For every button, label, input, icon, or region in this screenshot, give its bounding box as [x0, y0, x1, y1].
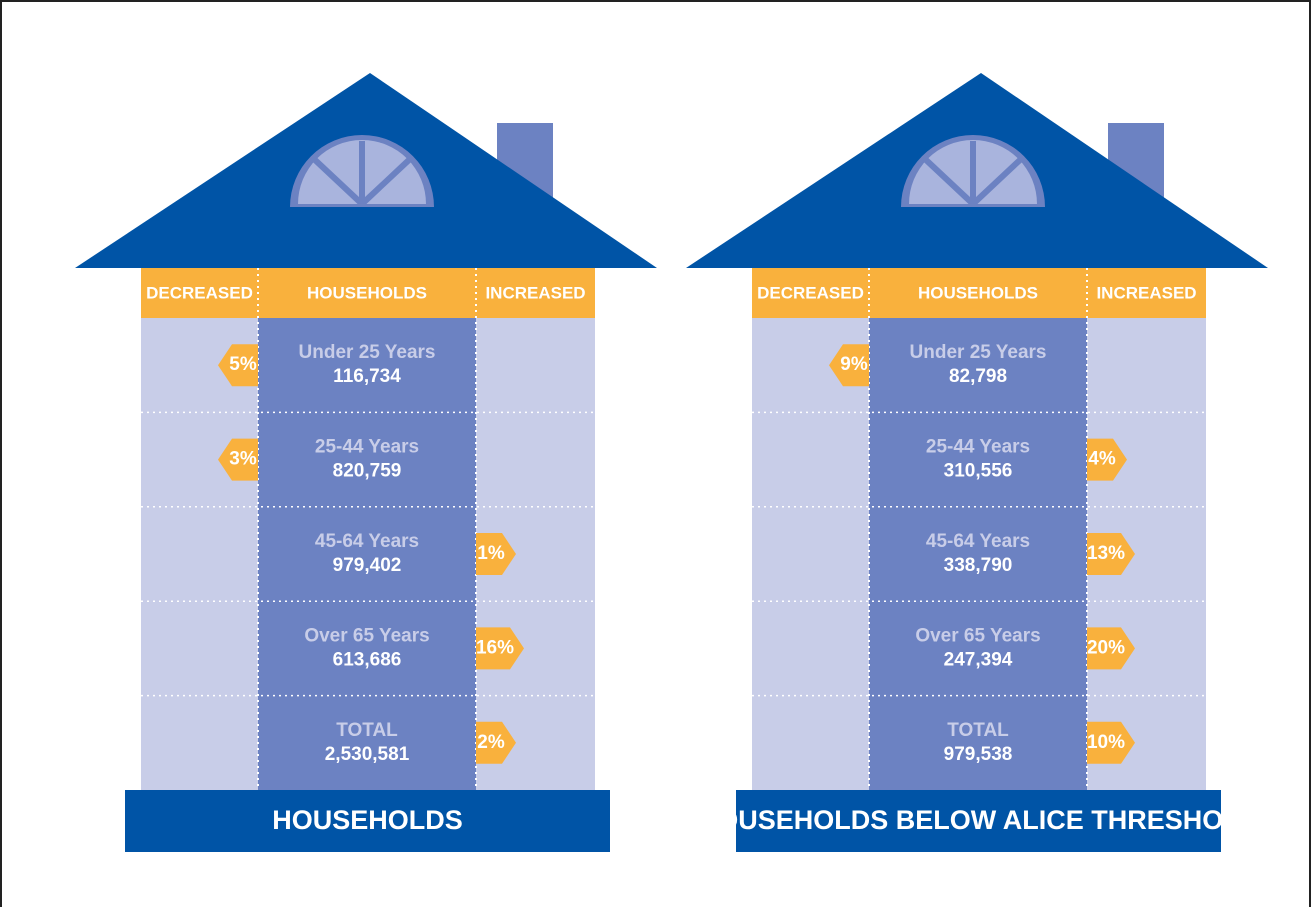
increase-tag	[1087, 721, 1135, 764]
row-value: 979,402	[333, 555, 402, 576]
row-value: 820,759	[333, 461, 402, 482]
footer-title: HOUSEHOLDS BELOW ALICE THRESHOLD	[698, 805, 1260, 835]
increase-value: 1%	[477, 543, 505, 564]
increase-tag	[1087, 438, 1127, 481]
row-value: 2,530,581	[325, 744, 410, 765]
row-label: 25-44 Years	[926, 437, 1030, 458]
row-value: 310,556	[944, 461, 1013, 482]
decrease-tag	[829, 344, 869, 387]
increase-tag	[1087, 627, 1135, 670]
footer-title: HOUSEHOLDS	[272, 805, 463, 835]
footer-bar	[125, 790, 610, 852]
window-spokes	[311, 141, 413, 207]
row-value: 613,686	[333, 649, 402, 670]
window-spokes	[922, 141, 1024, 207]
column-header: HOUSEHOLDS	[307, 283, 427, 302]
column-header: INCREASED	[485, 283, 585, 302]
row-label: Under 25 Years	[299, 342, 436, 363]
increase-value: 13%	[1087, 543, 1125, 564]
header-band	[752, 268, 1206, 318]
increase-value: 16%	[476, 637, 514, 658]
decrease-value: 3%	[229, 449, 257, 470]
row-label: 45-64 Years	[926, 531, 1030, 552]
increase-value: 20%	[1087, 637, 1125, 658]
increase-tag	[476, 721, 516, 764]
row-label: 25-44 Years	[315, 437, 419, 458]
increase-tag	[1087, 533, 1135, 575]
increase-tag	[476, 627, 524, 670]
row-label: Under 25 Years	[910, 342, 1047, 363]
decrease-tag	[218, 344, 258, 387]
decrease-tag	[218, 438, 258, 481]
row-label: Over 65 Years	[304, 625, 429, 646]
column-header: DECREASED	[146, 283, 253, 302]
column-decreased	[752, 318, 869, 790]
row-value: 82,798	[949, 366, 1007, 387]
column-households	[258, 318, 476, 790]
row-label: 45-64 Years	[315, 531, 419, 552]
row-label: TOTAL	[336, 720, 398, 741]
row-value: 247,394	[944, 649, 1013, 670]
row-label: TOTAL	[947, 720, 1009, 741]
column-header: INCREASED	[1096, 283, 1196, 302]
row-label: Over 65 Years	[915, 625, 1040, 646]
row-value: 116,734	[333, 366, 401, 387]
house: DECREASED HOUSEHOLDS INCREASED Under 25 Yea…	[75, 73, 657, 852]
increase-value: 10%	[1087, 732, 1125, 753]
column-header: DECREASED	[757, 283, 864, 302]
footer-bar	[736, 790, 1221, 852]
house: DECREASED HOUSEHOLDS INCREASED Under 25 Yea…	[686, 73, 1268, 852]
increase-value: 2%	[477, 732, 505, 753]
increase-tag	[476, 533, 516, 575]
decrease-value: 9%	[840, 354, 868, 375]
column-decreased	[141, 318, 258, 790]
column-households	[869, 318, 1087, 790]
increase-value: 4%	[1088, 449, 1116, 470]
decrease-value: 5%	[229, 354, 257, 375]
header-band	[141, 268, 595, 318]
row-value: 338,790	[944, 555, 1013, 576]
row-value: 979,538	[944, 744, 1013, 765]
column-header: HOUSEHOLDS	[918, 283, 1038, 302]
